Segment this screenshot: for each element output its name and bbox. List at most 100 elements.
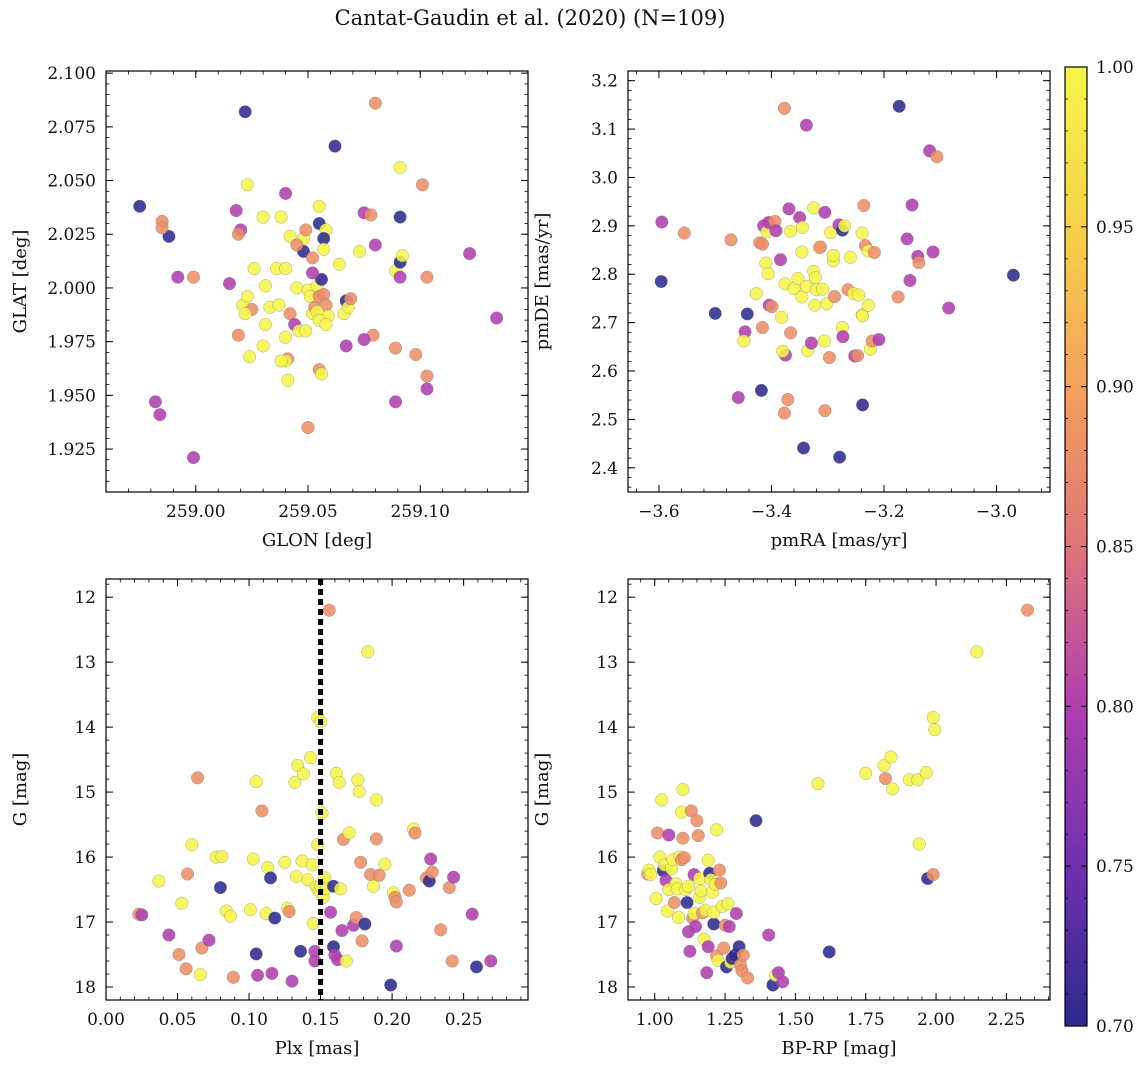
y-tick-label: 2.000 <box>47 279 96 299</box>
data-point <box>691 829 705 843</box>
data-point <box>153 408 167 422</box>
scatter-points <box>654 99 1020 464</box>
figure-title: Cantat-Gaudin et al. (2020) (N=109) <box>334 6 726 30</box>
y-tick-label: 2.025 <box>47 225 96 245</box>
data-point <box>290 281 304 295</box>
data-point <box>795 245 809 259</box>
data-point <box>465 907 479 921</box>
y-axis: 2.4 2.5 2.6 2.7 2.8 2.9 3.0 3.1 3.2 pmDE [mas/yr] <box>532 72 1050 488</box>
data-point <box>265 966 279 980</box>
data-point <box>231 227 245 241</box>
x-axis: 259.00 259.05 259.10 GLON [deg] <box>128 71 511 551</box>
data-point <box>942 301 956 315</box>
data-point <box>148 395 162 409</box>
y-tick-label: 18 <box>74 978 96 998</box>
data-point <box>900 232 914 246</box>
y-axis: 12 13 14 15 16 17 18 G [mag] <box>10 583 528 1001</box>
data-point <box>258 279 272 293</box>
data-point <box>133 199 147 213</box>
data-point <box>281 373 295 387</box>
data-point <box>299 223 313 237</box>
y-tick-label: 16 <box>74 848 96 868</box>
data-point <box>729 907 743 921</box>
data-point <box>424 852 438 866</box>
data-point <box>191 771 205 785</box>
data-point <box>366 879 381 893</box>
y-axis-label: G [mag] <box>532 753 553 826</box>
data-point <box>710 823 724 837</box>
y-axis-label: GLAT [deg] <box>10 230 31 334</box>
data-point <box>741 971 755 985</box>
data-point <box>463 247 477 261</box>
data-point <box>856 309 870 323</box>
data-point <box>903 273 917 288</box>
data-point <box>811 777 825 791</box>
data-point <box>804 336 818 350</box>
data-point <box>352 784 366 798</box>
data-point <box>905 198 919 212</box>
data-point <box>243 903 258 917</box>
data-point <box>681 879 696 893</box>
data-point <box>351 773 365 787</box>
y-tick-label: 1.975 <box>47 333 96 353</box>
data-point <box>826 248 840 262</box>
data-point <box>395 249 409 263</box>
data-point <box>289 870 303 884</box>
data-point <box>677 851 691 865</box>
data-point <box>339 339 353 353</box>
data-point <box>135 908 149 922</box>
colorbar-tick-label: 0.70 <box>1096 1017 1134 1037</box>
data-point <box>654 274 668 289</box>
scatter-points <box>133 96 504 465</box>
y-axis-label: pmDE [mas/yr] <box>532 213 553 351</box>
y-tick-label: 2.5 <box>591 410 618 430</box>
data-point <box>797 441 811 455</box>
data-point <box>782 202 796 216</box>
data-point <box>856 398 870 412</box>
data-point <box>484 954 498 968</box>
data-point <box>402 883 416 897</box>
data-point <box>305 858 319 872</box>
data-point <box>701 940 715 954</box>
data-point <box>912 837 926 851</box>
data-point <box>773 253 788 267</box>
y-tick-label: 14 <box>596 718 618 738</box>
data-point <box>312 199 326 213</box>
data-point <box>328 139 342 153</box>
colorbar-tick-label: 0.85 <box>1096 538 1134 558</box>
data-point <box>808 271 822 285</box>
y-tick-label: 12 <box>74 588 96 608</box>
x-tick-label: 2.00 <box>917 1010 955 1030</box>
data-point <box>240 178 254 192</box>
x-axis-label: BP-RP [mag] <box>781 1038 896 1059</box>
y-tick-label: 14 <box>74 718 96 738</box>
data-point <box>268 911 282 925</box>
data-point <box>274 354 288 368</box>
data-point <box>926 710 940 724</box>
data-point <box>249 775 263 789</box>
data-point <box>836 330 850 344</box>
y-tick-label: 2.9 <box>591 217 618 237</box>
data-point <box>677 226 691 240</box>
y-tick-label: 13 <box>74 653 96 673</box>
y-tick-label: 3.1 <box>591 120 618 140</box>
data-point <box>332 257 346 271</box>
data-point <box>684 804 698 818</box>
data-point <box>301 873 315 887</box>
data-point <box>185 838 199 852</box>
data-point <box>415 178 430 192</box>
data-point <box>389 895 403 909</box>
data-point <box>353 244 367 258</box>
x-tick-label: 0.05 <box>159 1010 197 1030</box>
x-tick-label: −3.2 <box>863 502 904 522</box>
data-point <box>827 289 842 304</box>
data-point <box>409 347 423 362</box>
axes-frame <box>105 578 529 1001</box>
y-tick-label: 15 <box>596 783 618 803</box>
data-point <box>256 210 270 224</box>
data-point <box>859 766 873 780</box>
data-point <box>193 968 207 982</box>
data-point <box>305 251 320 265</box>
